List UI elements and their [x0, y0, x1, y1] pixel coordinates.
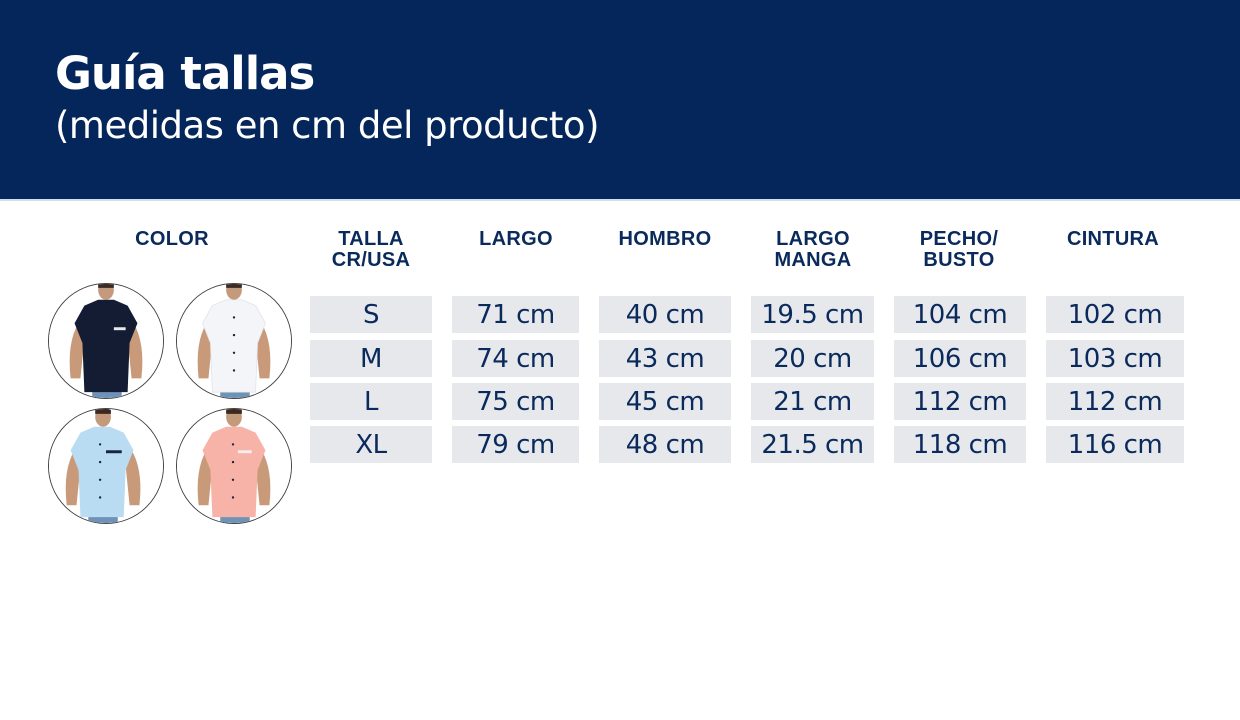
cell-talla-l: L: [310, 383, 432, 420]
page-subtitle: (medidas en cm del producto): [55, 104, 600, 147]
cell-hombro-xl: 48 cm: [599, 426, 731, 463]
cell-largo-xl: 79 cm: [452, 426, 579, 463]
column-header-pecho-busto: PECHO/ BUSTO: [888, 229, 1030, 271]
cell-cintura-l: 112 cm: [1046, 383, 1184, 420]
shirt-salmon-pink-icon: [177, 409, 291, 523]
column-header-line2: MANGA: [774, 249, 852, 271]
color-swatch-navy[interactable]: [48, 283, 164, 399]
cell-hombro-m: 43 cm: [599, 340, 731, 377]
column-header-line2: CR/USA: [331, 249, 411, 271]
column-header-line1: HOMBRO: [618, 228, 712, 250]
column-header-line1: TALLA: [338, 228, 404, 250]
header-divider: [0, 199, 1240, 201]
column-header-line1: LARGO: [479, 228, 553, 250]
cell-talla-s: S: [310, 296, 432, 333]
page-title: Guía tallas: [55, 47, 315, 100]
cell-talla-xl: XL: [310, 426, 432, 463]
shirt-white-icon: [177, 284, 291, 398]
column-header-talla: TALLA CR/USA: [300, 229, 442, 271]
column-header-line1: PECHO/: [919, 228, 999, 250]
cell-cintura-m: 103 cm: [1046, 340, 1184, 377]
color-swatch-light-blue[interactable]: [48, 408, 164, 524]
cell-cintura-xl: 116 cm: [1046, 426, 1184, 463]
cell-talla-m: M: [310, 340, 432, 377]
column-header-line1: LARGO: [776, 228, 850, 250]
header-banner: [0, 0, 1240, 199]
cell-largo-manga-xl: 21.5 cm: [751, 426, 874, 463]
column-header-color: COLOR: [92, 229, 252, 250]
cell-largo-manga-l: 21 cm: [751, 383, 874, 420]
column-header-largo-manga: LARGO MANGA: [742, 229, 884, 271]
color-swatch-white[interactable]: [176, 283, 292, 399]
cell-pecho-busto-l: 112 cm: [894, 383, 1026, 420]
column-header-largo: LARGO: [445, 229, 587, 250]
cell-pecho-busto-s: 104 cm: [894, 296, 1026, 333]
column-header-label: COLOR: [135, 228, 209, 250]
color-swatch-salmon-pink[interactable]: [176, 408, 292, 524]
shirt-navy-icon: [49, 284, 163, 398]
column-header-line2: BUSTO: [923, 249, 995, 271]
column-header-line1: CINTURA: [1066, 228, 1160, 250]
cell-pecho-busto-m: 106 cm: [894, 340, 1026, 377]
column-header-hombro: HOMBRO: [590, 229, 740, 250]
cell-largo-s: 71 cm: [452, 296, 579, 333]
column-header-cintura: CINTURA: [1040, 229, 1186, 250]
cell-hombro-l: 45 cm: [599, 383, 731, 420]
cell-hombro-s: 40 cm: [599, 296, 731, 333]
shirt-light-blue-icon: [49, 409, 163, 523]
cell-largo-manga-s: 19.5 cm: [751, 296, 874, 333]
cell-largo-manga-m: 20 cm: [751, 340, 874, 377]
cell-largo-m: 74 cm: [452, 340, 579, 377]
cell-cintura-s: 102 cm: [1046, 296, 1184, 333]
cell-largo-l: 75 cm: [452, 383, 579, 420]
cell-pecho-busto-xl: 118 cm: [894, 426, 1026, 463]
